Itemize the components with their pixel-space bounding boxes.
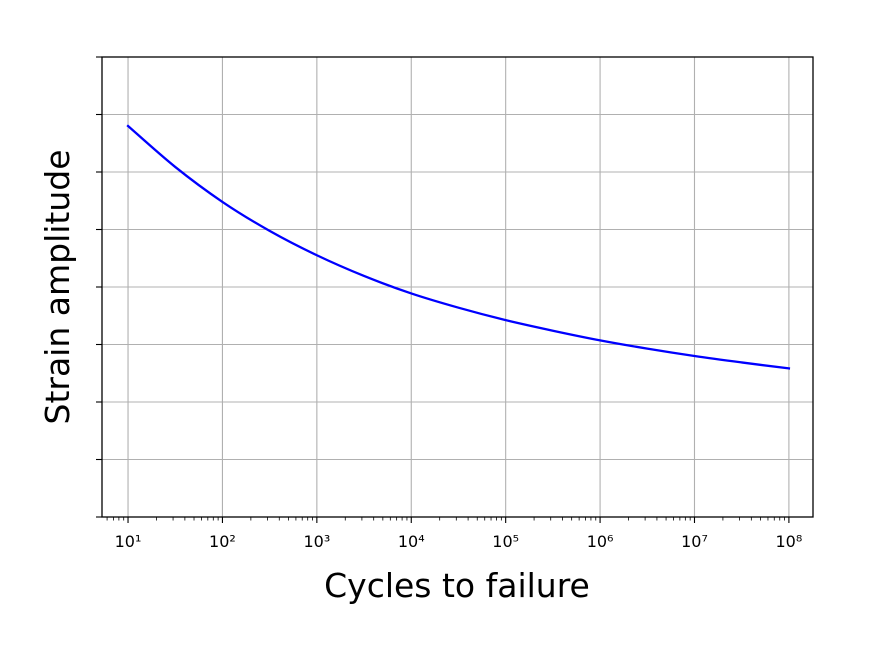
x-tick-label: 10⁸ xyxy=(776,532,803,551)
x-tick-label: 10⁷ xyxy=(681,532,708,551)
x-tick-label: 10⁴ xyxy=(398,532,425,551)
series-group xyxy=(126,124,791,370)
axis-ticks xyxy=(96,56,790,523)
x-tick-labels: 10¹ 10² 10³ 10⁴ 10⁵ 10⁶ 10⁷ 10⁸ xyxy=(115,532,803,551)
x-axis-label: Cycles to failure xyxy=(324,566,590,605)
x-tick-label: 10³ xyxy=(303,532,330,551)
x-tick-label: 10¹ xyxy=(115,532,142,551)
x-tick-label: 10² xyxy=(209,532,236,551)
plot-frame xyxy=(101,56,814,518)
x-tick-label: 10⁶ xyxy=(587,532,614,551)
series-line xyxy=(126,124,791,370)
y-axis-label: Strain amplitude xyxy=(38,149,77,424)
x-tick-label: 10⁵ xyxy=(492,532,519,551)
grid-lines xyxy=(102,56,813,518)
